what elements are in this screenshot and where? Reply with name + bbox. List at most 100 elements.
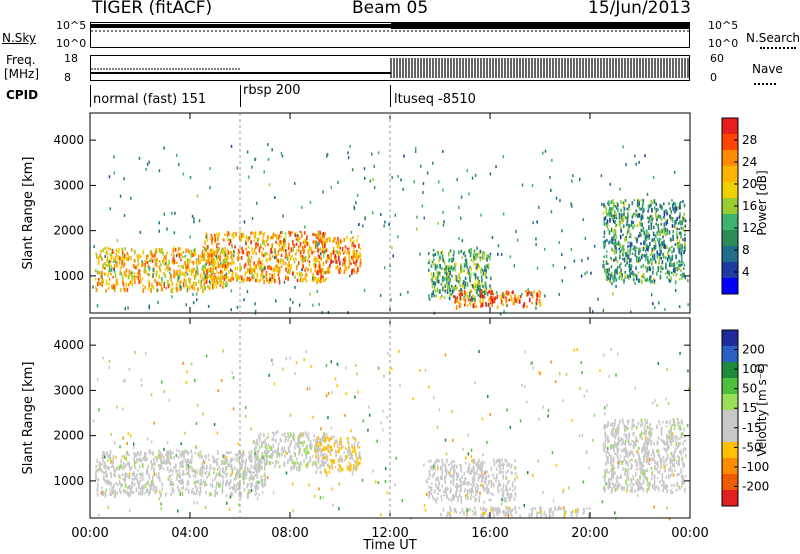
- velocity-cell: [634, 439, 637, 444]
- power-cell: [105, 272, 107, 275]
- velocity-cell: [478, 498, 480, 503]
- power-cell: [436, 251, 439, 254]
- power-cell: [247, 252, 250, 257]
- power-cell: [276, 236, 278, 240]
- power-cell: [440, 251, 442, 255]
- velocity-cell: [233, 485, 235, 491]
- power-cell: [618, 247, 621, 251]
- power-cell: [215, 262, 217, 265]
- velocity-cell: [259, 464, 261, 467]
- velocity-cell: [309, 443, 312, 447]
- power-cell: [660, 217, 663, 222]
- velocity-cell: [323, 463, 325, 466]
- velocity-cell: [240, 491, 242, 496]
- power-cell: [379, 294, 382, 297]
- power-cell: [468, 192, 470, 196]
- velocity-cell: [269, 455, 271, 459]
- power-cell: [203, 247, 206, 251]
- power-cell: [635, 276, 638, 281]
- velocity-cell: [265, 437, 268, 440]
- power-cell: [643, 231, 645, 235]
- velocity-cell: [460, 468, 462, 473]
- power-cell: [354, 262, 356, 265]
- velocity-cell: [296, 467, 298, 471]
- power-cell: [623, 248, 625, 252]
- power-cell: [198, 219, 201, 223]
- velocity-cell: [508, 462, 510, 467]
- power-cell: [314, 250, 316, 253]
- velocity-cell: [248, 489, 250, 492]
- power-cell: [462, 284, 464, 289]
- velocity-cell: [178, 473, 180, 477]
- power-cell: [134, 266, 137, 270]
- power-cell: [656, 233, 659, 236]
- velocity-cell: [438, 481, 440, 486]
- power-cell: [158, 265, 161, 270]
- power-cell: [601, 202, 603, 206]
- velocity-cell: [327, 443, 329, 448]
- cpid-segment-ltuseq: ltuseq -8510: [394, 92, 476, 107]
- velocity-cell: [322, 460, 324, 464]
- power-cell: [670, 238, 672, 242]
- power-cell: [160, 251, 163, 254]
- power-cell: [121, 275, 124, 279]
- velocity-cell: [111, 486, 113, 490]
- velocity-cell: [453, 463, 456, 468]
- velocity-cell: [490, 498, 492, 502]
- velocity-cell: [514, 477, 516, 482]
- power-cell: [608, 213, 610, 217]
- power-cell: [353, 260, 355, 265]
- power-cell: [258, 279, 261, 283]
- power-cell: [622, 213, 625, 216]
- power-cell: [445, 277, 448, 281]
- power-cell: [679, 251, 681, 255]
- velocity-cell: [315, 470, 317, 475]
- power-cell: [677, 267, 680, 270]
- power-cell: [204, 286, 206, 291]
- power-cell: [186, 258, 189, 263]
- power-cell: [242, 249, 245, 255]
- power-cell: [229, 238, 231, 244]
- velocity-cell: [208, 492, 211, 495]
- power-cell: [630, 266, 632, 271]
- power-cell: [671, 203, 674, 209]
- power-cell: [202, 254, 204, 258]
- power-cell: [452, 266, 454, 272]
- power-cell: [195, 270, 198, 275]
- power-cell: [647, 256, 649, 262]
- power-cell: [421, 204, 424, 208]
- power-cell: [300, 253, 302, 258]
- power-cell: [463, 251, 466, 254]
- power-cell: [115, 279, 118, 285]
- velocity-cell: [534, 507, 537, 511]
- power-cell: [268, 257, 270, 261]
- power-cell: [621, 217, 623, 221]
- freq-label: Freq.: [6, 53, 36, 67]
- power-cell: [643, 240, 645, 246]
- power-cell: [326, 239, 328, 244]
- power-cell: [319, 268, 322, 273]
- power-cell: [161, 287, 163, 292]
- power-cell: [280, 247, 283, 252]
- power-cell: [465, 258, 468, 262]
- velocity-cell: [610, 454, 612, 458]
- power-cell: [432, 290, 434, 295]
- velocity-cell: [353, 446, 356, 452]
- velocity-cell: [456, 478, 458, 481]
- power-cell: [196, 292, 198, 296]
- power-cell: [448, 283, 451, 288]
- velocity-cell: [540, 507, 542, 511]
- velocity-cell: [214, 489, 216, 493]
- velocity-cell: [657, 436, 660, 440]
- velocity-cell: [234, 491, 237, 493]
- velocity-cell: [226, 452, 229, 455]
- velocity-cell: [314, 445, 316, 450]
- velocity-cell: [466, 481, 469, 486]
- velocity-cell: [455, 490, 457, 495]
- power-cell: [652, 277, 655, 281]
- power-cell: [243, 298, 245, 302]
- velocity-cell: [285, 435, 287, 440]
- velocity-cell: [499, 465, 501, 470]
- power-cell: [470, 247, 472, 251]
- power-cell: [145, 167, 147, 171]
